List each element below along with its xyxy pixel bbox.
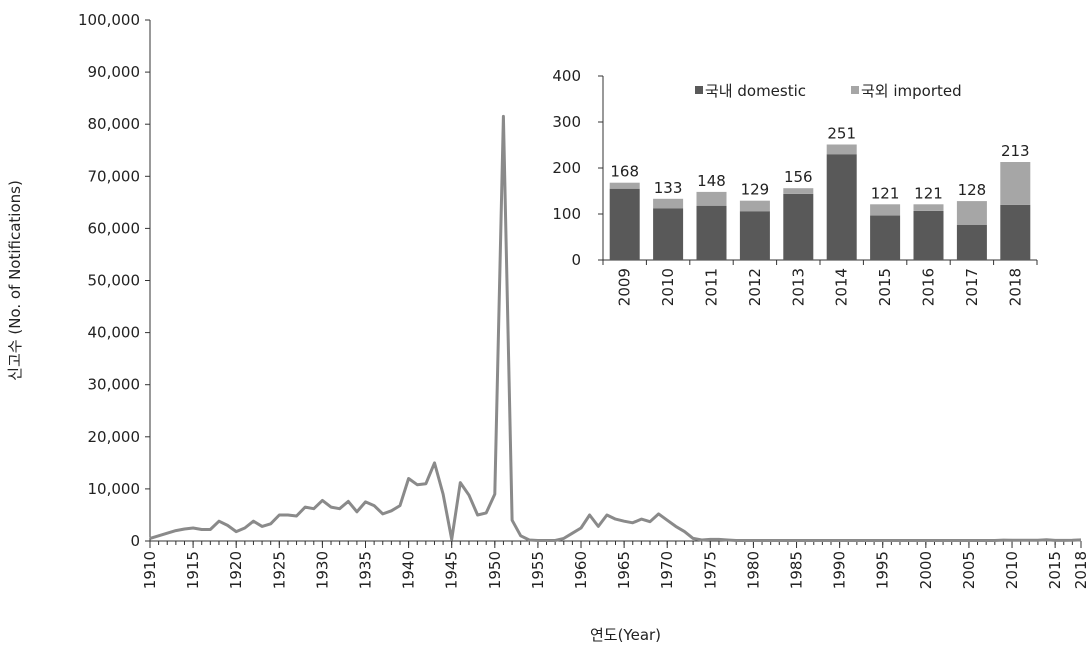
notifications-line xyxy=(149,114,1082,542)
bar-imported xyxy=(956,201,987,225)
x-tick-label: 1910 xyxy=(141,551,159,589)
bar-imported xyxy=(653,198,684,209)
x-tick-label: 2000 xyxy=(917,551,935,589)
bar-domestic xyxy=(913,210,944,260)
y-tick-label: 0 xyxy=(130,532,140,550)
bar-imported xyxy=(826,144,857,155)
x-tick-label: 1945 xyxy=(443,551,461,589)
bar-imported xyxy=(609,182,640,189)
inset-x-tick-label: 2013 xyxy=(789,268,807,306)
x-tick-label: 1950 xyxy=(486,551,504,589)
x-tick-label: 1925 xyxy=(270,551,288,589)
bar-domestic xyxy=(783,193,814,260)
x-axis-title: 연도(Year) xyxy=(590,626,661,644)
x-tick-label: 1955 xyxy=(529,551,547,589)
bar-total-label: 121 xyxy=(871,184,900,202)
x-tick-label: 2010 xyxy=(1003,551,1021,589)
legend-label-domestic: 국내 domestic xyxy=(705,82,806,100)
inset-x-tick-label: 2015 xyxy=(876,268,894,306)
y-tick-label: 80,000 xyxy=(88,115,141,133)
x-tick-label: 1980 xyxy=(744,551,762,589)
bar-imported xyxy=(739,200,770,212)
y-tick-label: 50,000 xyxy=(88,272,141,290)
legend-swatch-domestic xyxy=(695,86,703,94)
bar-domestic xyxy=(1000,204,1031,260)
inset-x-tick-label: 2018 xyxy=(1006,268,1024,306)
x-tick-label: 1920 xyxy=(227,551,245,589)
x-tick-label: 1985 xyxy=(788,551,806,589)
x-tick-label: 1995 xyxy=(874,551,892,589)
inset-x-tick-label: 2009 xyxy=(616,268,634,306)
y-tick-label: 100,000 xyxy=(78,11,140,29)
bar-total-label: 168 xyxy=(610,163,639,181)
x-tick-label: 2015 xyxy=(1046,551,1064,589)
bar-imported xyxy=(870,204,901,216)
y-tick-label: 90,000 xyxy=(88,63,141,81)
bar-imported xyxy=(913,204,944,211)
y-tick-label: 30,000 xyxy=(88,376,141,394)
bar-total-label: 133 xyxy=(654,179,683,197)
bar-total-label: 213 xyxy=(1001,142,1030,160)
x-tick-label: 2005 xyxy=(960,551,978,589)
y-axis-title: 신고수 (No. of Notifications) xyxy=(6,180,24,381)
x-tick-label: 1975 xyxy=(701,551,719,589)
y-tick-label: 40,000 xyxy=(88,324,141,342)
inset-y-tick-label: 400 xyxy=(552,67,581,85)
inset-x-tick-label: 2010 xyxy=(659,268,677,306)
inset-y-tick-label: 200 xyxy=(552,159,581,177)
x-tick-label: 2018 xyxy=(1072,551,1088,589)
bar-domestic xyxy=(653,208,684,260)
x-tick-label: 1940 xyxy=(400,551,418,589)
x-tick-label: 1930 xyxy=(313,551,331,589)
bar-total-label: 148 xyxy=(697,172,726,190)
inset-x-tick-label: 2011 xyxy=(703,268,721,306)
bar-imported xyxy=(783,188,814,194)
inset-x-tick-label: 2012 xyxy=(746,268,764,306)
y-tick-label: 60,000 xyxy=(88,219,141,237)
x-tick-label: 1990 xyxy=(831,551,849,589)
legend-swatch-imported xyxy=(851,86,859,94)
bar-domestic xyxy=(870,215,901,260)
inset-x-tick-label: 2016 xyxy=(920,268,938,306)
x-tick-label: 1935 xyxy=(357,551,375,589)
legend-label-imported: 국외 imported xyxy=(861,82,962,100)
bar-domestic xyxy=(826,154,857,260)
bar-domestic xyxy=(609,188,640,260)
bar-total-label: 156 xyxy=(784,168,813,186)
x-tick-label: 1965 xyxy=(615,551,633,589)
bar-total-label: 128 xyxy=(958,181,987,199)
bar-domestic xyxy=(696,205,727,260)
y-tick-label: 70,000 xyxy=(88,167,141,185)
x-tick-label: 1970 xyxy=(658,551,676,589)
bar-domestic xyxy=(956,225,987,260)
x-tick-label: 1960 xyxy=(572,551,590,589)
bar-imported xyxy=(1000,162,1031,205)
bar-imported xyxy=(696,191,727,206)
x-tick-label: 1915 xyxy=(184,551,202,589)
inset-y-tick-label: 300 xyxy=(552,113,581,131)
inset-y-tick-label: 100 xyxy=(552,205,581,223)
y-tick-label: 10,000 xyxy=(88,480,141,498)
bar-total-label: 121 xyxy=(914,184,943,202)
inset-x-tick-label: 2014 xyxy=(833,268,851,306)
y-tick-label: 20,000 xyxy=(88,428,141,446)
bar-domestic xyxy=(739,211,770,260)
bar-total-label: 251 xyxy=(827,125,856,143)
bar-total-label: 129 xyxy=(741,181,770,199)
inset-x-tick-label: 2017 xyxy=(963,268,981,306)
inset-y-tick-label: 0 xyxy=(571,251,581,269)
